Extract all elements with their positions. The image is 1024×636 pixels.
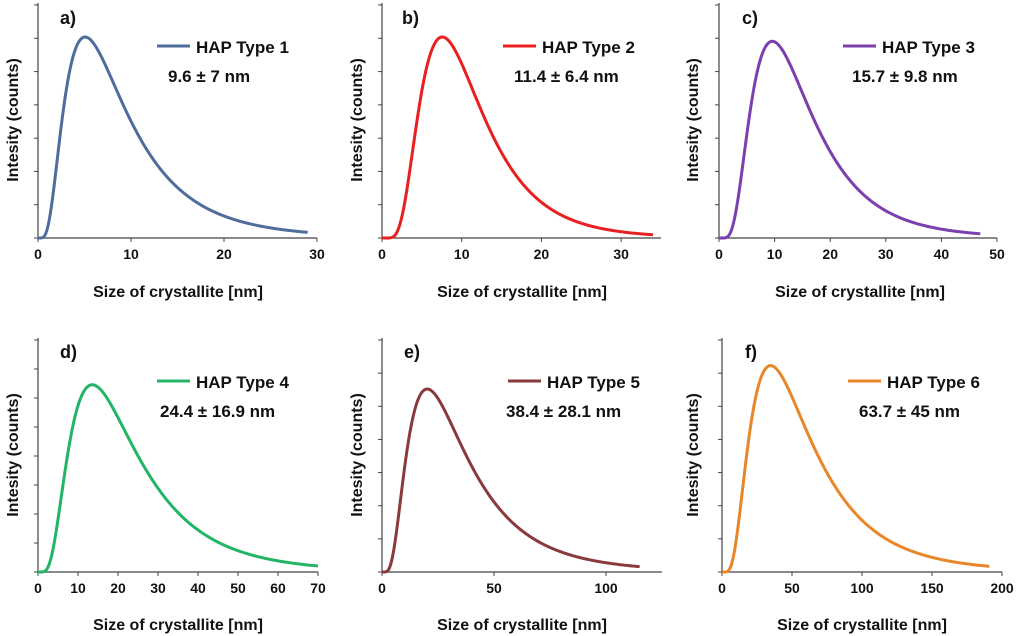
panel-a-xticks: 0 10 20 30 bbox=[34, 238, 325, 262]
panel-d-xtick-label-3: 30 bbox=[150, 580, 166, 596]
panel-d-curve bbox=[38, 383, 319, 574]
panel-a: Intesity (counts) 0 10 20 30 a) HAP Type 1 … bbox=[5, 3, 325, 301]
panel-b-annotation: 11.4 ± 6.4 nm bbox=[514, 67, 619, 86]
panel-d-xtick-label-1: 10 bbox=[70, 580, 86, 596]
panel-a-label: a) bbox=[60, 8, 76, 28]
panel-c-xtick-label-5: 50 bbox=[989, 246, 1005, 262]
panel-b-label: b) bbox=[402, 8, 419, 28]
panel-f-annotation: 63.7 ± 45 nm bbox=[859, 402, 960, 421]
panel-e-xtick-label-0: 0 bbox=[378, 580, 386, 596]
panel-b-xtick-label-2: 20 bbox=[534, 246, 550, 262]
panel-c-xtick-label-2: 20 bbox=[822, 246, 838, 262]
panel-d-xtick-label-0: 0 bbox=[34, 580, 42, 596]
panel-d-xtick-label-7: 70 bbox=[310, 580, 326, 596]
panel-c: Intesity (counts) 0 10 20 30 40 50 c) HAP Typ… bbox=[685, 3, 1005, 301]
panel-a-xlabel: Size of crystallite [nm] bbox=[93, 284, 263, 301]
panel-f-label: f) bbox=[745, 342, 757, 362]
panel-f-xtick-label-4: 200 bbox=[990, 580, 1014, 596]
panel-a-xtick-label-3: 30 bbox=[309, 246, 325, 262]
panel-f-ylabel: Intesity (counts) bbox=[685, 393, 702, 517]
panel-c-xtick-label-3: 30 bbox=[878, 246, 894, 262]
panel-a-xtick-label-2: 20 bbox=[216, 246, 232, 262]
panel-c-xlabel: Size of crystallite [nm] bbox=[775, 284, 945, 301]
panel-b-xtick-label-1: 10 bbox=[454, 246, 470, 262]
panel-a-yticks bbox=[34, 4, 38, 239]
panel-d: Intesity (counts) 0 10 20 30 40 50 60 70 d) HAP… bbox=[5, 338, 326, 634]
panel-f-xticks: 0 50 100 150 200 bbox=[718, 572, 1014, 596]
panel-f-xtick-label-2: 100 bbox=[850, 580, 874, 596]
panel-c-ylabel: Intesity (counts) bbox=[685, 58, 702, 182]
panel-f-legend-label: HAP Type 6 bbox=[887, 373, 980, 392]
panel-c-xtick-label-0: 0 bbox=[715, 246, 723, 262]
panel-f-xtick-label-3: 150 bbox=[920, 580, 944, 596]
panel-e: Intesity (counts) 0 50 100 e) HAP Type 5 3… bbox=[349, 338, 662, 634]
panel-e-ylabel: Intesity (counts) bbox=[349, 393, 366, 517]
panel-c-xtick-label-1: 10 bbox=[767, 246, 783, 262]
panel-b-xticks: 0 10 20 30 bbox=[378, 238, 629, 262]
panel-b-ylabel: Intesity (counts) bbox=[349, 58, 366, 182]
panel-d-annotation: 24.4 ± 16.9 nm bbox=[160, 402, 275, 421]
panel-d-legend-label: HAP Type 4 bbox=[196, 373, 289, 392]
panel-f-xtick-label-1: 50 bbox=[784, 580, 800, 596]
panel-c-yticks bbox=[715, 4, 719, 239]
panel-d-label: d) bbox=[60, 342, 77, 362]
panel-c-label: c) bbox=[742, 8, 758, 28]
panel-e-yticks bbox=[378, 339, 382, 573]
panel-d-xticks: 0 10 20 30 40 50 60 70 bbox=[34, 572, 326, 596]
panel-c-curve bbox=[719, 39, 981, 240]
panel-c-annotation: 15.7 ± 9.8 nm bbox=[852, 67, 958, 86]
panel-f: Intesity (counts) 0 50 100 150 200 f) HAP Ty… bbox=[685, 338, 1014, 634]
panel-e-legend-label: HAP Type 5 bbox=[547, 373, 640, 392]
panel-c-xtick-label-4: 40 bbox=[934, 246, 950, 262]
panel-a-annotation: 9.6 ± 7 nm bbox=[168, 67, 250, 86]
panel-a-xtick-label-0: 0 bbox=[34, 246, 42, 262]
panel-b: Intesity (counts) 0 10 20 30 b) HAP Type 2 … bbox=[349, 3, 661, 301]
panel-f-xlabel: Size of crystallite [nm] bbox=[777, 617, 947, 634]
panel-f-curve bbox=[722, 364, 990, 574]
panel-b-curve bbox=[382, 35, 654, 240]
panel-c-legend-label: HAP Type 3 bbox=[882, 38, 975, 57]
panel-e-label: e) bbox=[404, 342, 420, 362]
panel-d-xtick-label-4: 40 bbox=[190, 580, 206, 596]
panel-d-ylabel: Intesity (counts) bbox=[5, 393, 22, 517]
panel-b-xtick-label-0: 0 bbox=[378, 246, 386, 262]
panel-e-annotation: 38.4 ± 28.1 nm bbox=[506, 402, 621, 421]
panel-a-curve bbox=[38, 35, 308, 240]
panel-f-yticks bbox=[718, 339, 722, 573]
panel-c-xticks: 0 10 20 30 40 50 bbox=[715, 238, 1005, 262]
panel-b-legend-label: HAP Type 2 bbox=[542, 38, 635, 57]
panel-e-xlabel: Size of crystallite [nm] bbox=[437, 617, 607, 634]
panel-d-xtick-label-5: 50 bbox=[230, 580, 246, 596]
panel-d-yticks bbox=[34, 339, 38, 573]
panel-b-yticks bbox=[378, 4, 382, 239]
panel-d-xtick-label-6: 60 bbox=[270, 580, 286, 596]
panel-b-xtick-label-3: 30 bbox=[613, 246, 629, 262]
panel-d-xtick-label-2: 20 bbox=[110, 580, 126, 596]
panel-a-xtick-label-1: 10 bbox=[123, 246, 139, 262]
panel-b-xlabel: Size of crystallite [nm] bbox=[437, 284, 607, 301]
panel-a-legend-label: HAP Type 1 bbox=[196, 38, 289, 57]
panel-d-xlabel: Size of crystallite [nm] bbox=[93, 617, 263, 634]
panel-e-xtick-label-1: 50 bbox=[486, 580, 502, 596]
panel-a-ylabel: Intesity (counts) bbox=[5, 58, 22, 182]
panel-e-xtick-label-2: 100 bbox=[594, 580, 618, 596]
panel-f-xtick-label-0: 0 bbox=[718, 580, 726, 596]
panel-e-xticks: 0 50 100 bbox=[378, 572, 618, 596]
panel-e-curve bbox=[382, 387, 640, 574]
